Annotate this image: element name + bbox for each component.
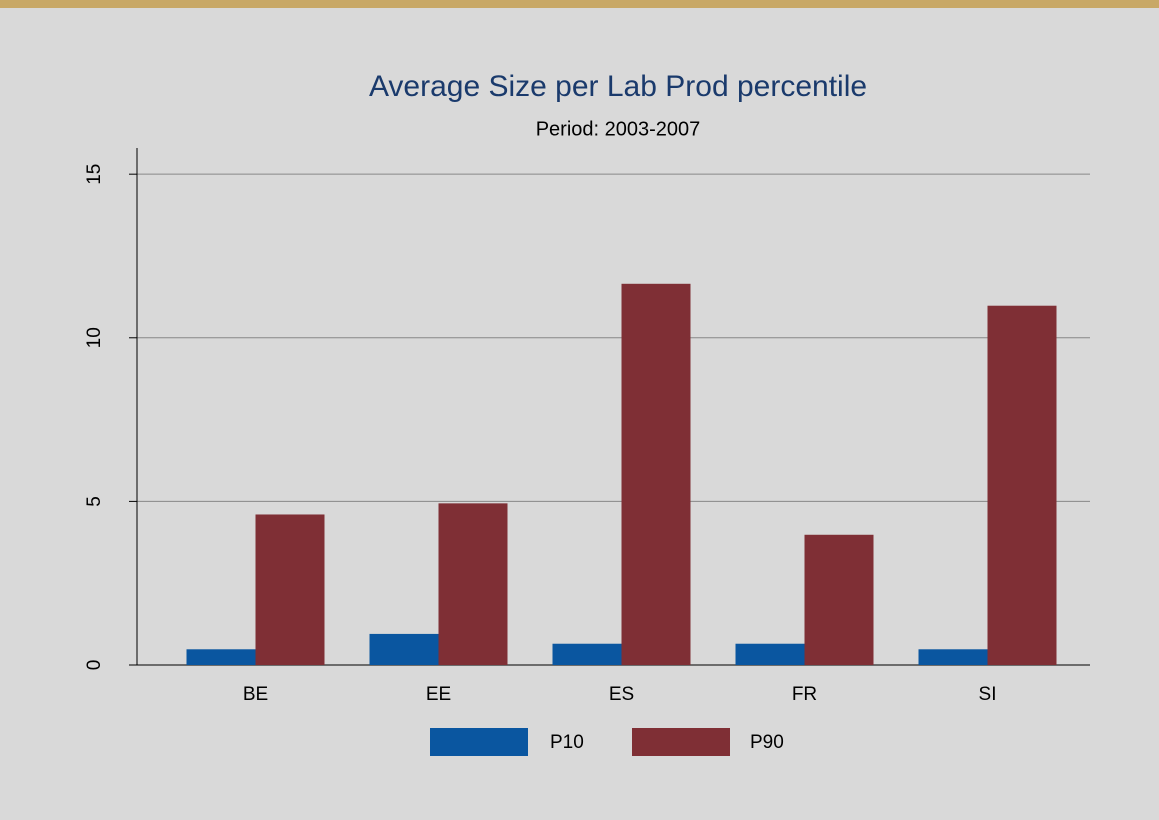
y-tick-label: 5 [84,496,105,507]
bar [621,283,691,665]
bar [186,649,256,665]
legend-swatch [632,728,730,756]
x-tick-label: BE [243,684,268,705]
x-tick-label: FR [792,684,817,705]
top-band [0,0,1159,8]
x-tick-label: SI [979,684,997,705]
y-tick-label: 10 [84,327,105,348]
bar [735,643,805,665]
y-tick-label: 15 [84,164,105,185]
x-tick-label: ES [609,684,634,705]
chart-title: Average Size per Lab Prod percentile [369,70,867,103]
bar [918,649,988,665]
legend-swatch [430,728,528,756]
chart-subtitle: Period: 2003-2007 [536,118,701,140]
legend-label: P90 [750,732,784,753]
bar [804,534,874,665]
bar [438,503,508,665]
x-tick-label: EE [426,684,451,705]
legend-label: P10 [550,732,584,753]
y-tick-label: 0 [84,660,105,671]
bar [552,643,622,665]
bar [369,633,439,665]
bar [987,305,1057,665]
bar [255,514,325,665]
